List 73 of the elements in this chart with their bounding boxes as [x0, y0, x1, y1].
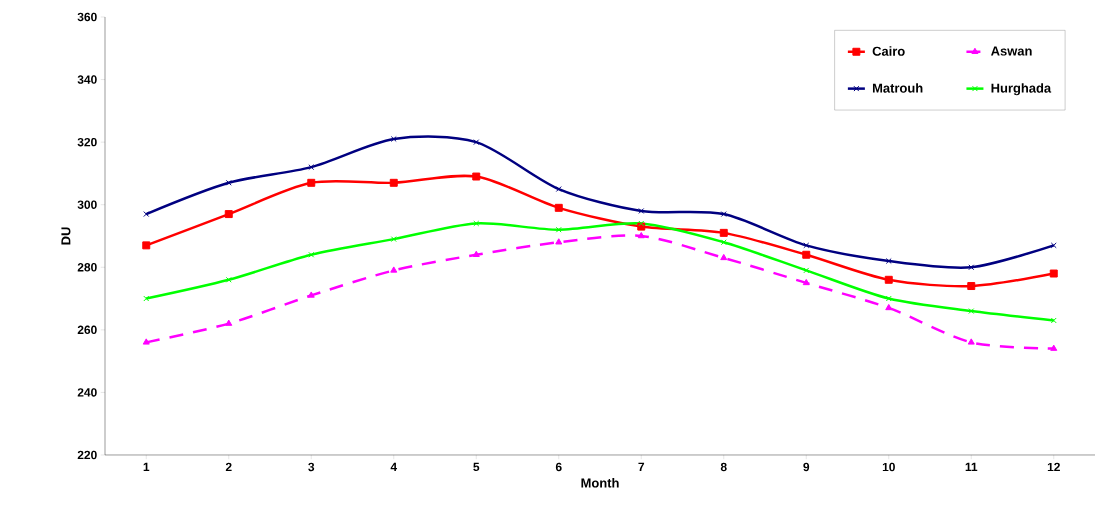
point	[1049, 269, 1058, 278]
point	[720, 239, 727, 246]
point	[803, 267, 810, 274]
y-tick-label: 360	[77, 12, 97, 22]
point	[719, 228, 728, 237]
legend-label: Aswan	[991, 46, 1032, 56]
point	[390, 266, 398, 273]
point	[224, 210, 233, 219]
point	[142, 241, 151, 250]
point	[720, 211, 727, 218]
y-tick-label: 240	[77, 388, 97, 397]
point	[307, 178, 316, 187]
point	[225, 179, 232, 186]
point	[555, 238, 563, 245]
point	[390, 236, 397, 243]
point	[884, 275, 893, 284]
point	[225, 276, 232, 283]
point	[1050, 344, 1058, 351]
point	[555, 226, 562, 233]
y-tick-label: 320	[77, 137, 97, 147]
point	[720, 253, 728, 261]
legend-label: Hurghada	[991, 83, 1052, 96]
point	[802, 250, 811, 259]
y-axis-title: DU	[61, 227, 71, 245]
point	[142, 338, 150, 345]
x-axis-title: Month	[581, 478, 619, 488]
y-tick-label: 340	[77, 75, 97, 84]
x-tick-label: 7	[638, 462, 645, 471]
point	[390, 136, 397, 142]
point	[473, 220, 480, 227]
point	[1050, 242, 1057, 249]
x-tick-label: 2	[225, 462, 232, 472]
point	[885, 258, 892, 264]
point	[473, 139, 480, 146]
point	[308, 164, 315, 171]
legend-label: Cairo	[872, 46, 905, 56]
point	[143, 211, 150, 218]
point	[143, 295, 150, 302]
y-tick-label: 260	[77, 325, 97, 335]
x-tick-label: 12	[1047, 462, 1060, 472]
point	[967, 338, 975, 345]
point	[885, 295, 892, 302]
point	[307, 291, 315, 298]
x-tick-label: 1	[143, 462, 150, 471]
point	[637, 232, 645, 239]
point	[1050, 317, 1057, 324]
point	[885, 303, 893, 311]
point	[802, 278, 810, 286]
point	[638, 220, 645, 227]
point	[555, 186, 562, 193]
y-tick-label: 280	[77, 263, 97, 272]
point	[389, 178, 398, 187]
point	[308, 251, 315, 258]
x-tick-label: 6	[555, 462, 562, 472]
x-tick-label: 10	[882, 462, 895, 472]
point	[472, 172, 481, 181]
x-tick-label: 4	[390, 462, 398, 471]
x-tick-label: 5	[473, 462, 480, 472]
x-tick-label: 3	[308, 462, 315, 472]
point	[803, 242, 810, 249]
point	[472, 250, 480, 257]
point	[968, 264, 975, 271]
point	[554, 203, 563, 212]
y-tick-label: 300	[77, 200, 97, 209]
y-tick-label: 220	[77, 450, 97, 460]
legend-label: Matrouh	[872, 83, 923, 93]
point	[638, 207, 645, 214]
x-tick-label: 8	[720, 462, 727, 472]
point	[225, 319, 233, 326]
x-tick-label: 11	[965, 462, 978, 471]
point	[968, 308, 975, 315]
point	[967, 282, 976, 291]
x-tick-label: 9	[803, 462, 810, 472]
